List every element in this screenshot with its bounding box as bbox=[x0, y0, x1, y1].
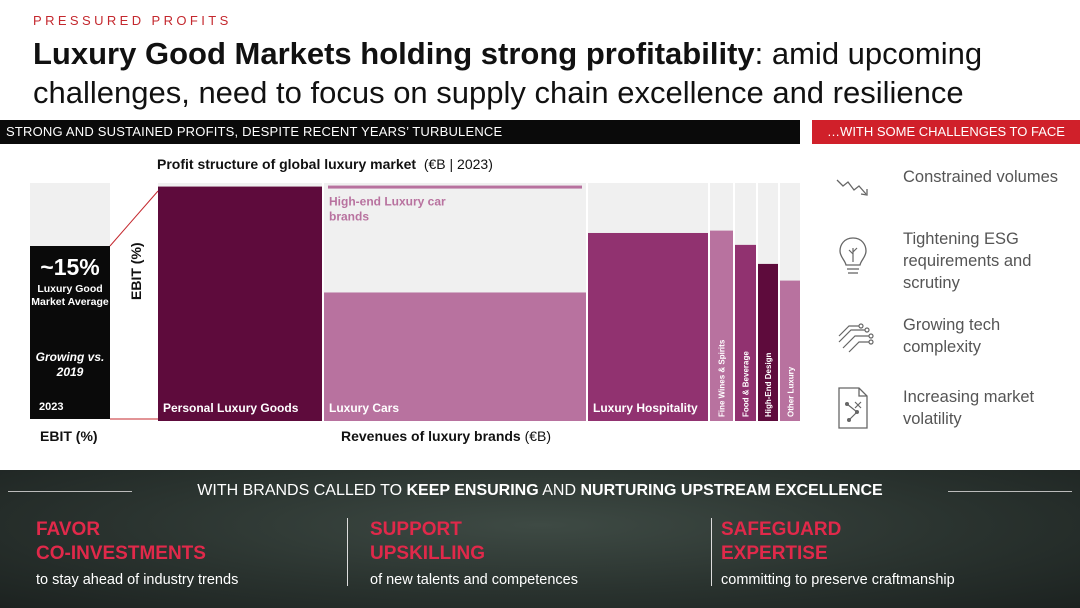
chart-bar-label: High-End Design bbox=[764, 352, 773, 417]
chart-x-axis-label-bold: Revenues of luxury brands bbox=[341, 428, 521, 444]
chart-title-bold: Profit structure of global luxury market bbox=[157, 156, 417, 172]
footer-headline-part-1: WITH BRANDS CALLED TO bbox=[197, 482, 407, 499]
chart-bar-label: Luxury Cars bbox=[329, 401, 399, 415]
page-title: Luxury Good Markets holding strong profi… bbox=[33, 34, 1043, 112]
chart-bar-label: Food & Beverage bbox=[742, 351, 751, 417]
footer-headline-part-3: AND bbox=[538, 482, 581, 499]
connector-lines bbox=[109, 190, 159, 420]
pillar-divider bbox=[347, 518, 348, 586]
pillar-subtitle: of new talents and competences bbox=[370, 572, 578, 588]
pillar-subtitle: to stay ahead of industry trends bbox=[36, 572, 239, 588]
challenge-text-tech: Growing tech complexity bbox=[903, 316, 1001, 356]
chart-y-axis-label: EBIT (%) bbox=[128, 242, 144, 300]
chart-bar-luxury-hospitality bbox=[588, 232, 708, 421]
chart-annotation-label: High-end Luxury car bbox=[329, 195, 446, 209]
ebit-growth-note: Growing vs. 2019 bbox=[35, 350, 105, 379]
footer-headline-part-4: NURTURING UPSTREAM EXCELLENCE bbox=[580, 482, 883, 499]
chart-bar-luxury-cars bbox=[324, 292, 586, 421]
pillar-title-line-2: UPSKILLING bbox=[370, 543, 486, 564]
pillar-subtitle: committing to preserve craftmanship bbox=[721, 572, 955, 588]
ebit-summary-box: ~15% Luxury Good Market Average Growing … bbox=[30, 246, 110, 419]
pillar-expertise: SAFEGUARD EXPERTISE committing to preser… bbox=[721, 518, 955, 588]
declining-trend-icon bbox=[836, 179, 868, 196]
page-title-bold: Luxury Good Markets holding strong profi… bbox=[33, 36, 755, 71]
chart-bar-high-end-design bbox=[758, 263, 778, 421]
section-band-profits: STRONG AND SUSTAINED PROFITS, DESPITE RE… bbox=[0, 120, 800, 144]
profit-structure-chart: Personal Luxury Goods Luxury Cars High-end… bbox=[158, 183, 800, 421]
page-title-rest: : amid upcoming challenges, need to focu… bbox=[33, 36, 983, 110]
pillar-upskilling: SUPPORT UPSKILLING of new talents and co… bbox=[370, 518, 578, 588]
chart-bar-food-beverage bbox=[735, 244, 756, 421]
ebit-value: ~15% bbox=[40, 254, 100, 280]
challenge-text-volatility: Increasing market volatility bbox=[903, 388, 1035, 428]
pillar-title-line-2: CO-INVESTMENTS bbox=[36, 543, 206, 564]
footer-rule-right bbox=[948, 491, 1072, 492]
pillar-title-line-1: SAFEGUARD bbox=[721, 519, 842, 540]
eyebrow: PRESSURED PROFITS bbox=[33, 13, 232, 28]
ebit-label: Luxury Good Market Average bbox=[31, 283, 109, 308]
chart-title: Profit structure of global luxury market… bbox=[157, 156, 493, 172]
footer-headline: WITH BRANDS CALLED TO KEEP ENSURING AND … bbox=[0, 482, 1080, 500]
lightbulb-leaf-icon bbox=[839, 237, 867, 274]
chart-bar-label: Personal Luxury Goods bbox=[163, 401, 299, 415]
footer-background bbox=[0, 470, 1080, 608]
pillar-title-line-1: FAVOR bbox=[36, 519, 101, 540]
chart-bar-label: Other Luxury bbox=[787, 366, 796, 417]
chart-x-axis-label: Revenues of luxury brands (€B) bbox=[341, 428, 551, 444]
document-network-icon bbox=[838, 387, 868, 429]
ebit-box-background bbox=[30, 183, 110, 246]
chart-bar-fine-wines-spirits bbox=[710, 230, 733, 421]
challenge-text-esg: Tightening ESG requirements and scrutiny bbox=[903, 230, 1032, 292]
chart-bar-personal-luxury-goods bbox=[158, 186, 322, 421]
pillar-title-line-1: SUPPORT bbox=[370, 519, 462, 540]
chart-annotation-line bbox=[328, 185, 582, 189]
chart-bar-label: Luxury Hospitality bbox=[593, 401, 698, 415]
footer-rule-left bbox=[8, 491, 132, 492]
ebit-panel-label: EBIT (%) bbox=[40, 428, 98, 444]
chart-bar-other-luxury bbox=[780, 280, 800, 421]
footer-headline-part-2: KEEP ENSURING bbox=[406, 482, 539, 499]
circuit-icon bbox=[838, 323, 874, 353]
pillar-co-investments: FAVOR CO-INVESTMENTS to stay ahead of in… bbox=[36, 518, 238, 588]
connector-line-top bbox=[109, 190, 159, 247]
challenge-text-volumes: Constrained volumes bbox=[903, 168, 1058, 186]
pillar-divider bbox=[711, 518, 712, 586]
pillar-title-line-2: EXPERTISE bbox=[721, 543, 828, 564]
chart-x-axis-label-unit: (€B) bbox=[524, 428, 552, 444]
chart-annotation-label: brands bbox=[329, 210, 369, 224]
ebit-year: 2023 bbox=[39, 401, 64, 413]
chart-title-unit: (€B | 2023) bbox=[423, 156, 493, 172]
chart-bar-label: Fine Wines & Spirits bbox=[718, 339, 727, 417]
section-band-challenges: …WITH SOME CHALLENGES TO FACE bbox=[812, 120, 1080, 144]
